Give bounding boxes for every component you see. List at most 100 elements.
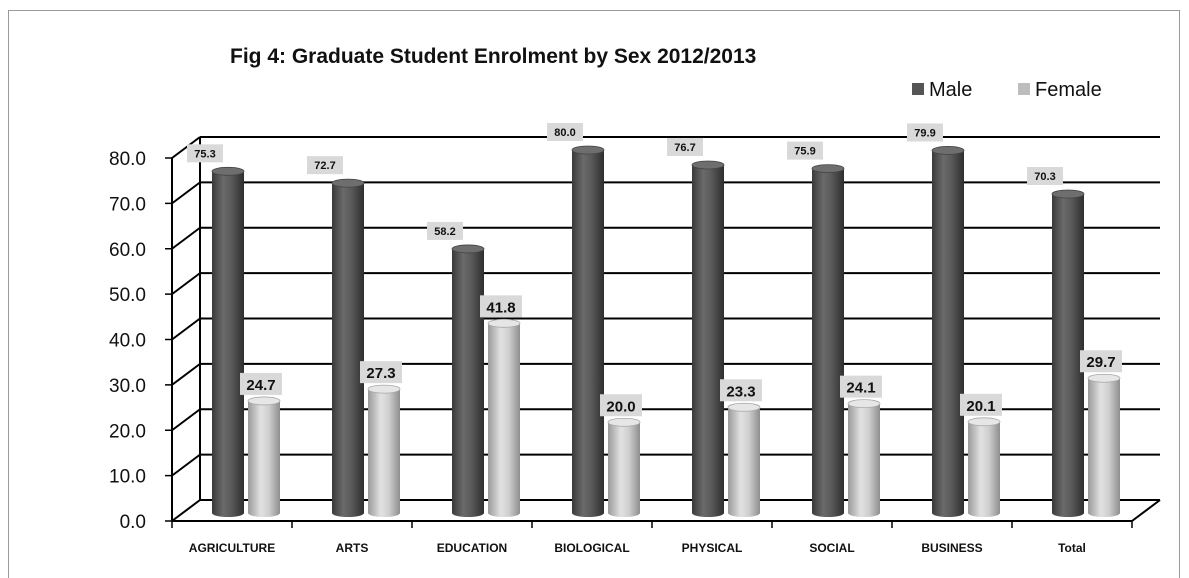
data-label-bg-female-social <box>840 375 882 398</box>
data-label-female-biological: 20.0 <box>606 398 635 415</box>
bar-female-business <box>968 421 1000 517</box>
chart-frame <box>8 10 1180 578</box>
data-label-bg-male-agriculture <box>187 144 223 163</box>
legend-label-female: Female <box>1035 79 1102 101</box>
data-label-bg-male-education <box>427 221 463 240</box>
grid-depth-7 <box>171 181 201 205</box>
x-tick-label-total: Total <box>1058 541 1086 555</box>
legend-label-male: Male <box>929 79 972 101</box>
bar-top-male-education <box>451 244 485 254</box>
data-label-male-education: 58.2 <box>434 226 455 238</box>
bar-female-physical <box>728 407 760 517</box>
grid-depth-2 <box>171 408 201 432</box>
bar-top-female-business <box>967 417 1001 427</box>
data-label-female-social: 24.1 <box>846 380 875 397</box>
bar-top-female-social <box>847 399 881 409</box>
bar-top-female-total <box>1087 373 1121 383</box>
grid-depth-3 <box>171 363 201 386</box>
bar-top-male-total <box>1051 189 1085 199</box>
plot-area: 0.0 10.0 20.0 30.0 40.0 50.0 60.0 70.0 80.0 AGRIC… <box>109 123 1161 555</box>
data-label-bg-male-physical <box>667 137 703 156</box>
x-tick-label-biological: BIOLOGICAL <box>554 541 629 555</box>
grid-depth-1 <box>171 453 201 477</box>
data-label-bg-female-biological <box>600 394 642 417</box>
bar-male-social <box>812 168 844 517</box>
grid-depth-4 <box>171 317 201 341</box>
data-label-bg-male-biological <box>547 123 583 141</box>
bar-male-education <box>452 248 484 518</box>
bar-top-female-agriculture <box>247 396 281 406</box>
legend-swatch-female <box>1018 83 1030 95</box>
bar-male-total <box>1052 194 1084 518</box>
data-label-male-biological: 80.0 <box>554 127 575 139</box>
data-label-bg-male-social <box>787 141 823 160</box>
bar-female-biological <box>608 422 640 517</box>
bar-female-total <box>1088 378 1120 517</box>
grid-depth-8 <box>171 136 201 159</box>
data-label-female-business: 20.1 <box>966 398 995 415</box>
legend: Male Female <box>912 79 1102 101</box>
y-tick-label-80-0: 80.0 <box>109 149 146 170</box>
x-tick-label-social: SOCIAL <box>809 541 854 555</box>
x-tick-label-education: EDUCATION <box>437 541 507 555</box>
bar-top-female-arts <box>367 384 401 394</box>
bar-top-female-biological <box>607 417 641 427</box>
y-tick-label-20-0: 20.0 <box>109 421 146 442</box>
bar-top-female-physical <box>727 402 761 412</box>
x-tick-label-business: BUSINESS <box>921 541 982 555</box>
data-label-male-agriculture: 75.3 <box>194 148 215 160</box>
bar-male-physical <box>692 164 724 517</box>
floor-right-edge <box>1131 499 1161 522</box>
bar-top-male-biological <box>571 145 605 155</box>
bar-top-male-arts <box>331 178 365 188</box>
data-label-bg-female-agriculture <box>240 372 282 395</box>
bar-male-biological <box>572 150 604 517</box>
data-label-female-total: 29.7 <box>1086 354 1115 371</box>
bar-male-agriculture <box>212 171 244 518</box>
grid-depth-6 <box>171 226 201 250</box>
data-label-bg-female-arts <box>360 361 402 384</box>
y-tick-label-0-0: 0.0 <box>120 512 146 533</box>
y-tick-label-30-0: 30.0 <box>109 376 146 397</box>
y-tick-label-10-0: 10.0 <box>109 467 146 488</box>
y-tick-label-50-0: 50.0 <box>109 285 146 306</box>
data-label-male-social: 75.9 <box>794 146 815 158</box>
data-label-male-arts: 72.7 <box>314 160 335 172</box>
bar-top-female-education <box>487 318 521 328</box>
data-label-female-physical: 23.3 <box>726 383 755 400</box>
y-tick-label-60-0: 60.0 <box>109 240 146 261</box>
data-label-bg-female-physical <box>720 379 762 402</box>
data-label-male-total: 70.3 <box>1034 171 1055 183</box>
bar-female-arts <box>368 389 400 517</box>
grid-depth-5 <box>171 272 201 295</box>
x-tick-label-agriculture: AGRICULTURE <box>189 541 275 555</box>
data-label-bg-male-business <box>907 123 943 142</box>
bar-female-social <box>848 403 880 517</box>
y-tick-label-70-0: 70.0 <box>109 194 146 215</box>
bar-female-agriculture <box>248 400 280 517</box>
bar-male-arts <box>332 183 364 517</box>
bar-male-business <box>932 150 964 518</box>
x-tick-label-physical: PHYSICAL <box>682 541 743 555</box>
data-label-male-business: 79.9 <box>914 127 935 139</box>
x-tick-label-arts: ARTS <box>336 541 369 555</box>
data-label-bg-female-total <box>1080 350 1122 373</box>
data-label-bg-female-education <box>480 295 522 318</box>
data-label-bg-male-total <box>1027 167 1063 186</box>
bar-top-male-physical <box>691 160 725 170</box>
data-label-female-agriculture: 24.7 <box>246 377 275 394</box>
data-label-female-education: 41.8 <box>486 299 515 316</box>
data-label-bg-male-arts <box>307 156 343 175</box>
legend-swatch-male <box>912 83 924 95</box>
y-tick-label-40-0: 40.0 <box>109 331 146 352</box>
data-label-female-arts: 27.3 <box>366 365 395 382</box>
bar-top-male-social <box>811 164 845 174</box>
data-label-male-physical: 76.7 <box>674 142 695 154</box>
bar-top-male-business <box>931 146 965 155</box>
bar-female-education <box>488 323 520 517</box>
data-label-bg-female-business <box>960 393 1002 416</box>
bar-top-male-agriculture <box>211 166 245 176</box>
chart-title: Fig 4: Graduate Student Enrolment by Sex… <box>230 45 756 68</box>
grid-depth-0 <box>171 499 201 522</box>
